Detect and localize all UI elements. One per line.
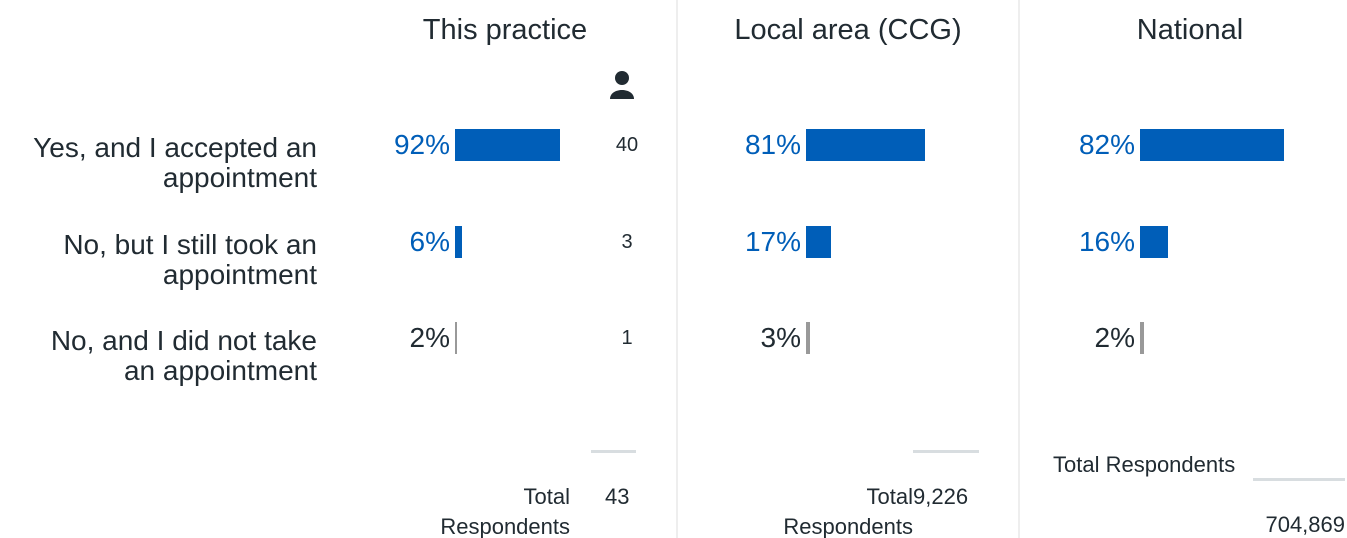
- value-label: 81%: [744, 129, 801, 160]
- value-label: 2%: [409, 322, 450, 353]
- row-label: No, and I did not take an appointment: [50, 325, 317, 386]
- total-label: Total Respondents: [783, 484, 913, 538]
- total-separator: [913, 450, 979, 453]
- column-title: This practice: [422, 14, 588, 46]
- value-label: 6%: [409, 226, 450, 257]
- total-label: Total Respondents: [1053, 452, 1236, 477]
- total-value: 43: [605, 484, 630, 509]
- total-label: Total Respondents: [440, 484, 570, 538]
- person-icon-svg: [610, 71, 634, 99]
- total-value: 704,869: [1265, 512, 1345, 537]
- respondent-count: 40: [615, 134, 639, 156]
- bar: [455, 226, 462, 258]
- row-label: Yes, and I accepted an appointment: [33, 132, 317, 193]
- column-title: National: [1136, 14, 1244, 46]
- total-value: 9,226: [913, 484, 969, 509]
- bar: [806, 322, 811, 354]
- total-separator: [1253, 478, 1345, 481]
- bar: [455, 322, 458, 354]
- bar: [455, 129, 560, 161]
- bar: [1140, 129, 1285, 161]
- bar: [1140, 226, 1169, 258]
- respondent-count: 1: [621, 327, 633, 349]
- value-label: 3%: [760, 322, 801, 353]
- column-title: Local area (CCG): [734, 14, 962, 46]
- person-icon: [610, 70, 634, 100]
- column-divider: [1018, 0, 1020, 538]
- bar: [1140, 322, 1144, 354]
- value-label: 92%: [393, 129, 450, 160]
- respondent-count: 3: [621, 231, 633, 253]
- total-separator: [591, 450, 636, 453]
- row-label: No, but I still took an appointment: [63, 229, 317, 290]
- value-label: 82%: [1078, 129, 1135, 160]
- value-label: 2%: [1094, 322, 1135, 353]
- column-divider: [676, 0, 678, 538]
- bar: [806, 129, 926, 161]
- value-label: 17%: [744, 226, 801, 257]
- value-label: 16%: [1078, 226, 1135, 257]
- bar: [806, 226, 831, 258]
